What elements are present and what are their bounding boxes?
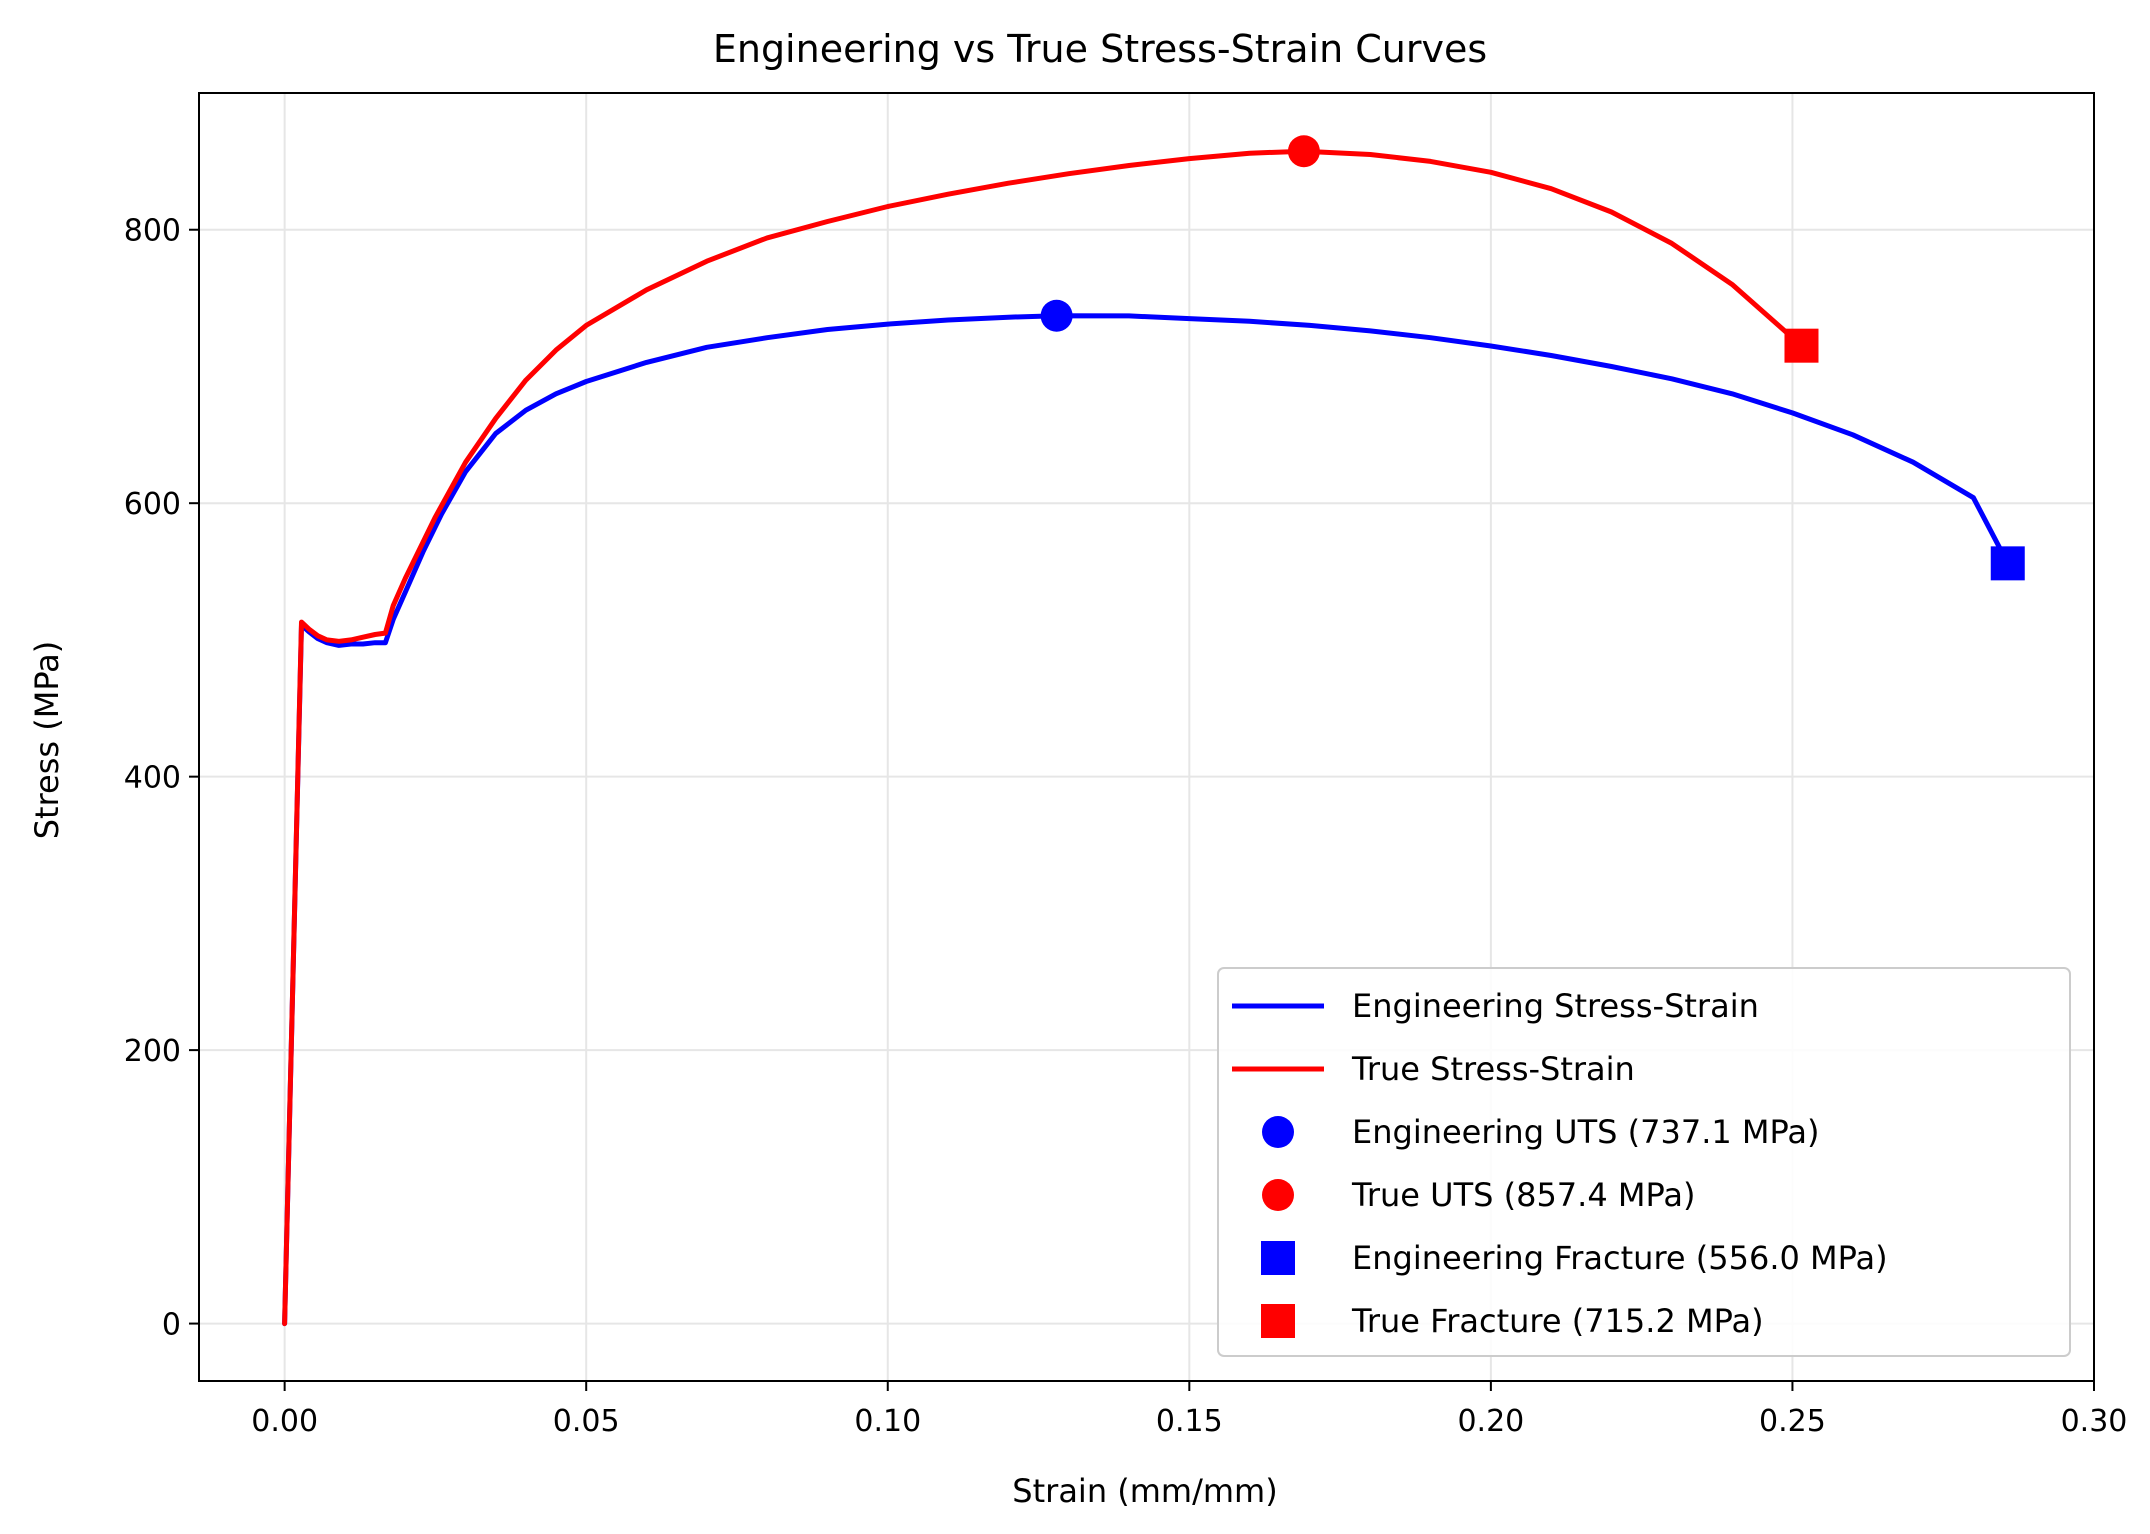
legend-label: True Stress-Strain bbox=[1351, 1050, 1635, 1088]
x-tick-label: 0.00 bbox=[251, 1404, 318, 1439]
x-tick-label: 0.30 bbox=[2061, 1404, 2128, 1439]
engineering-curve-line bbox=[282, 313, 2011, 1327]
x-tick-label: 0.20 bbox=[1457, 1404, 1524, 1439]
x-tick-label: 0.15 bbox=[1156, 1404, 1223, 1439]
fracture-marker bbox=[1784, 328, 1819, 363]
x-tick-label: 0.05 bbox=[553, 1404, 620, 1439]
x-tick-label: 0.25 bbox=[1759, 1404, 1826, 1439]
uts-marker bbox=[1040, 299, 1073, 332]
legend-square-swatch bbox=[1261, 1304, 1295, 1338]
legend-label: Engineering Stress-Strain bbox=[1352, 987, 1759, 1025]
legend-label: Engineering UTS (737.1 MPa) bbox=[1352, 1113, 1819, 1151]
legend-square-swatch bbox=[1261, 1241, 1295, 1275]
y-tick-label: 800 bbox=[124, 214, 181, 249]
series-markers bbox=[1040, 135, 2025, 581]
legend-label: Engineering Fracture (556.0 MPa) bbox=[1352, 1239, 1888, 1277]
y-tick-label: 400 bbox=[124, 761, 181, 796]
legend-box bbox=[1217, 967, 2071, 1357]
y-tick-label: 0 bbox=[162, 1308, 181, 1343]
uts-marker bbox=[1287, 135, 1320, 168]
plot-frame bbox=[198, 92, 2095, 1382]
legend-label: True UTS (857.4 MPa) bbox=[1351, 1176, 1695, 1214]
plot-area bbox=[282, 135, 2025, 1327]
x-axis-label: Strain (mm/mm) bbox=[1012, 1472, 1277, 1510]
y-axis-ticks: 0 200 400 600 800 bbox=[124, 214, 199, 1343]
y-tick-label: 200 bbox=[124, 1034, 181, 1069]
x-tick-label: 0.10 bbox=[854, 1404, 921, 1439]
legend: Engineering Stress-Strain True Stress-Str… bbox=[1217, 967, 2071, 1357]
legend-items: Engineering Stress-Strain True Stress-Str… bbox=[1232, 987, 1888, 1340]
true-curve-line bbox=[282, 148, 1804, 1327]
series-lines bbox=[282, 148, 2011, 1327]
legend-circle-swatch bbox=[1262, 1116, 1294, 1148]
y-tick-label: 600 bbox=[124, 487, 181, 522]
x-axis-ticks: 0.00 0.05 0.10 0.15 0.20 0.25 0.30 bbox=[251, 1381, 2127, 1439]
grid bbox=[199, 93, 2095, 1381]
y-axis-label: Stress (MPa) bbox=[28, 641, 66, 840]
fracture-marker bbox=[1990, 546, 2025, 581]
chart-title: Engineering vs True Stress-Strain Curves bbox=[713, 27, 1487, 71]
legend-circle-swatch bbox=[1262, 1179, 1294, 1211]
legend-label: True Fracture (715.2 MPa) bbox=[1351, 1302, 1764, 1340]
